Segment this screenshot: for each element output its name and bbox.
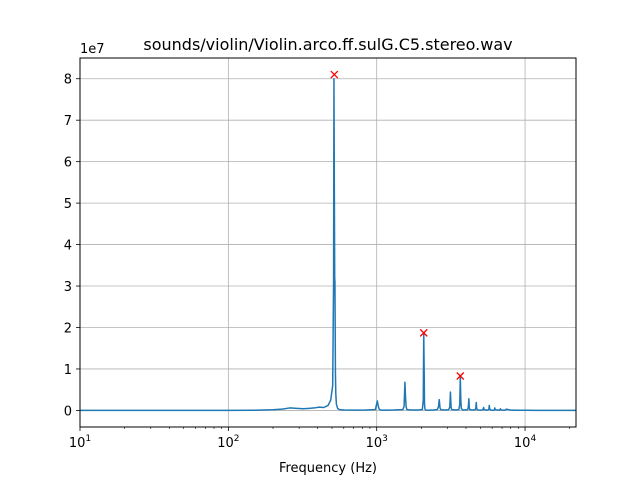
y-tick-label: 0 (64, 404, 72, 419)
plot-series (80, 77, 577, 412)
x-tick-label: 103 (366, 434, 388, 451)
x-axis-label: Frequency (Hz) (279, 461, 377, 476)
y-tick-label: 4 (64, 239, 72, 254)
peak-markers (330, 70, 465, 380)
axes-frame (79, 57, 577, 428)
y-tick-label: 8 (64, 73, 72, 88)
y-tick-label: 2 (64, 321, 72, 336)
grid-lines (79, 58, 576, 427)
series-line-0 (80, 77, 577, 412)
x-axis-ticks: 101 102 103 104 (69, 427, 571, 451)
peak-marker (419, 328, 428, 337)
peak-marker (330, 70, 339, 79)
y-tick-label: 1 (64, 363, 72, 378)
y-axis-ticks: 0 1 2 3 4 5 6 7 8 (64, 73, 80, 419)
y-tick-label: 5 (64, 197, 72, 212)
chart-title: sounds/violin/Violin.arco.ff.sulG.C5.ste… (143, 35, 512, 54)
y-axis-multiplier-label: 1e7 (80, 42, 105, 57)
peak-marker (456, 372, 465, 380)
x-tick-label: 104 (514, 434, 537, 451)
y-tick-label: 7 (64, 114, 72, 129)
x-tick-label: 102 (217, 434, 239, 451)
y-tick-label: 3 (64, 280, 72, 295)
y-tick-label: 6 (64, 156, 72, 171)
x-tick-label: 101 (69, 434, 91, 451)
